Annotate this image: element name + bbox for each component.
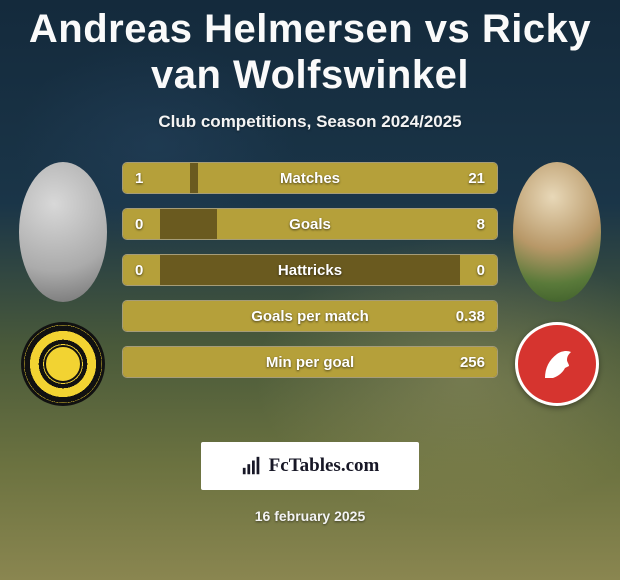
stat-label: Min per goal xyxy=(187,354,433,371)
comparison-title: Andreas Helmersen vs Ricky van Wolfswink… xyxy=(0,6,620,98)
brand-badge: FcTables.com xyxy=(201,442,419,490)
stat-label: Matches xyxy=(187,170,433,187)
stat-value-right: 0 xyxy=(433,262,497,279)
date-label: 16 february 2025 xyxy=(255,508,366,524)
stat-label: Hattricks xyxy=(187,262,433,279)
stat-value-right: 256 xyxy=(433,354,497,371)
brand-label: FcTables.com xyxy=(269,455,380,477)
left-player-column xyxy=(8,162,118,406)
stats-list: 1Matches210Goals80Hattricks0Goals per ma… xyxy=(118,162,502,378)
chart-icon xyxy=(241,455,263,477)
stat-value-left: 0 xyxy=(123,216,187,233)
stat-value-right: 0.38 xyxy=(433,308,497,325)
stat-label: Goals xyxy=(187,216,433,233)
comparison-body: 1Matches210Goals80Hattricks0Goals per ma… xyxy=(0,162,620,406)
horse-icon xyxy=(533,340,581,388)
stat-row: 0Hattricks0 xyxy=(122,254,498,286)
right-club-badge xyxy=(515,322,599,406)
stat-value-left: 1 xyxy=(123,170,187,187)
left-club-badge xyxy=(21,322,105,406)
stat-label: Goals per match xyxy=(187,308,433,325)
stat-row: Min per goal256 xyxy=(122,346,498,378)
stat-value-left: 0 xyxy=(123,262,187,279)
stat-row: 1Matches21 xyxy=(122,162,498,194)
left-player-avatar xyxy=(19,162,107,302)
stat-row: Goals per match0.38 xyxy=(122,300,498,332)
stat-row: 0Goals8 xyxy=(122,208,498,240)
stat-value-right: 21 xyxy=(433,170,497,187)
stat-value-right: 8 xyxy=(433,216,497,233)
right-player-column xyxy=(502,162,612,406)
season-subtitle: Club competitions, Season 2024/2025 xyxy=(158,112,461,132)
right-player-avatar xyxy=(513,162,601,302)
